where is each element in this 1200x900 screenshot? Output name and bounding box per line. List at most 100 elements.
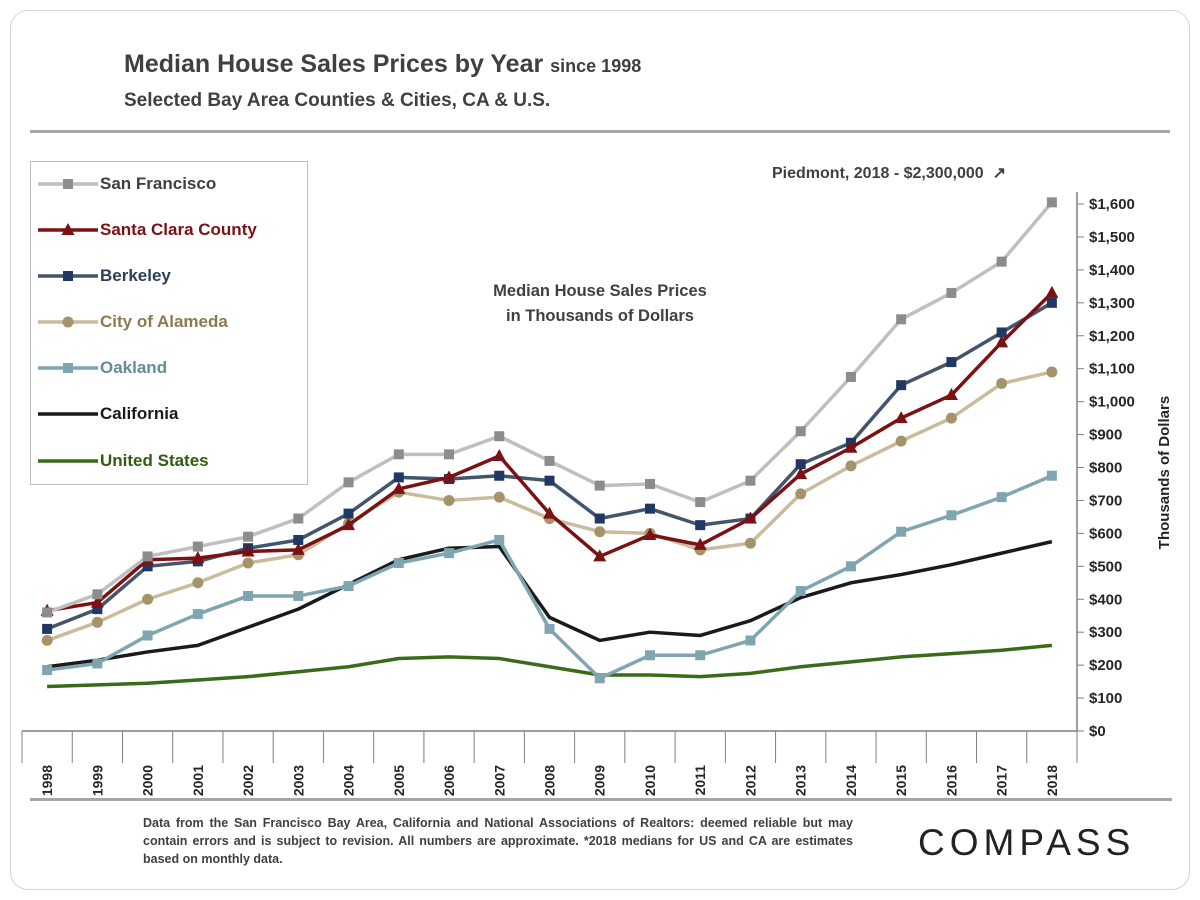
data-point-san-francisco [544, 455, 555, 466]
x-tick-label: 2007 [491, 765, 507, 796]
legend-swatch [38, 363, 98, 373]
data-point-san-francisco [695, 497, 706, 508]
series-line-united-states [47, 643, 1053, 689]
chart-title: Median House Sales Prices by Year since … [124, 50, 642, 78]
footnote: Data from the San Francisco Bay Area, Ca… [143, 816, 853, 866]
data-point-berkeley [494, 470, 505, 481]
y-tick-label: $700 [1089, 492, 1122, 509]
y-tick-label: $1,100 [1089, 361, 1135, 378]
x-tick-label: 2008 [542, 765, 558, 796]
data-point-oakland [1046, 470, 1057, 481]
data-point-city-of-alameda [795, 488, 807, 500]
data-point-berkeley [946, 357, 957, 368]
data-point-oakland [444, 548, 455, 559]
y-tick-label: $300 [1089, 624, 1122, 641]
data-point-oakland [946, 510, 957, 521]
x-tick-label: 2002 [240, 765, 256, 796]
legend-label: United States [100, 451, 209, 470]
series-california [46, 539, 1053, 669]
data-point-san-francisco [644, 478, 655, 489]
data-point-oakland [142, 630, 153, 641]
center-annotation: Median House Sales Prices in Thousands o… [470, 279, 730, 329]
data-point-berkeley [293, 534, 304, 545]
data-point-oakland [494, 534, 505, 545]
series-line-california [46, 539, 1053, 669]
x-tick-label: 2004 [341, 765, 357, 796]
y-tick-label: $1,500 [1089, 229, 1135, 246]
y-tick-label: $200 [1089, 657, 1122, 674]
legend-item-california: California [36, 402, 178, 426]
y-tick-label: $100 [1089, 690, 1122, 707]
x-tick-label: 2000 [140, 765, 156, 796]
data-point-city-of-alameda [242, 557, 254, 569]
data-point-santa-clara-county [844, 440, 858, 453]
x-tick-label: 2011 [692, 765, 708, 796]
x-tick-label: 2014 [843, 765, 859, 796]
x-tick-label: 2006 [441, 765, 457, 796]
x-tick-label: 1999 [89, 765, 105, 796]
data-point-city-of-alameda [945, 412, 957, 424]
data-point-oakland [544, 623, 555, 634]
top-divider [30, 130, 1170, 133]
chart-subtitle: Selected Bay Area Counties & Cities, CA … [124, 90, 551, 111]
x-tick-label: 2010 [642, 765, 658, 796]
data-point-city-of-alameda [443, 494, 455, 506]
data-point-san-francisco [444, 449, 455, 460]
data-point-oakland [644, 650, 655, 661]
data-point-berkeley [896, 380, 907, 391]
x-tick-label: 2013 [793, 765, 809, 796]
y-tick-label: $800 [1089, 460, 1122, 477]
data-point-santa-clara-county [291, 542, 305, 555]
legend-item-san-francisco: San Francisco [36, 172, 216, 196]
x-tick-label: 2016 [943, 765, 959, 796]
data-point-berkeley [393, 472, 404, 483]
data-point-san-francisco [946, 287, 957, 298]
data-point-santa-clara-county [743, 511, 757, 524]
data-point-san-francisco [92, 589, 103, 600]
x-tick-label: 2001 [190, 765, 206, 796]
data-point-oakland [192, 609, 203, 620]
data-point-san-francisco [42, 607, 53, 618]
data-point-oakland [896, 526, 907, 537]
y-tick-label: $1,600 [1089, 196, 1135, 213]
data-point-berkeley [644, 503, 655, 514]
legend-swatch [38, 223, 98, 235]
data-point-san-francisco [293, 513, 304, 524]
data-point-oakland [243, 590, 254, 601]
x-tick-label: 2015 [893, 765, 909, 796]
y-tick-label: $1,200 [1089, 328, 1135, 345]
x-tick-label: 2003 [290, 765, 306, 796]
data-point-santa-clara-county [593, 549, 607, 562]
data-point-san-francisco [795, 426, 806, 437]
y-tick-label: $500 [1089, 558, 1122, 575]
legend-item-santa-clara-county: Santa Clara County [36, 218, 257, 242]
data-point-san-francisco [745, 475, 756, 486]
data-point-city-of-alameda [142, 593, 154, 605]
legend-label: City of Alameda [100, 312, 228, 331]
legend-marker [63, 271, 73, 281]
compass-logo: COMPASS [918, 822, 1136, 863]
data-point-city-of-alameda [744, 537, 756, 549]
data-point-city-of-alameda [845, 460, 857, 472]
y-tick-label: $1,300 [1089, 295, 1135, 312]
series-santa-clara-county [40, 285, 1059, 616]
data-point-santa-clara-county [90, 595, 104, 608]
legend-label: Oakland [100, 358, 168, 377]
x-tick-label: 1998 [39, 765, 55, 796]
data-point-santa-clara-county [1045, 285, 1059, 298]
data-point-santa-clara-county [191, 551, 205, 564]
legend-label: Santa Clara County [100, 220, 257, 239]
x-tick-label: 2005 [391, 765, 407, 796]
data-point-san-francisco [393, 449, 404, 460]
series-san-francisco [42, 197, 1057, 618]
data-point-city-of-alameda [192, 577, 204, 589]
legend-swatch [38, 316, 98, 328]
data-point-santa-clara-county [241, 544, 255, 557]
data-point-city-of-alameda [996, 378, 1008, 390]
data-point-city-of-alameda [895, 435, 907, 447]
data-point-san-francisco [192, 541, 203, 552]
data-point-berkeley [42, 623, 53, 634]
center-annotation-line2: in Thousands of Dollars [506, 307, 694, 325]
title-suffix: since 1998 [550, 56, 642, 76]
